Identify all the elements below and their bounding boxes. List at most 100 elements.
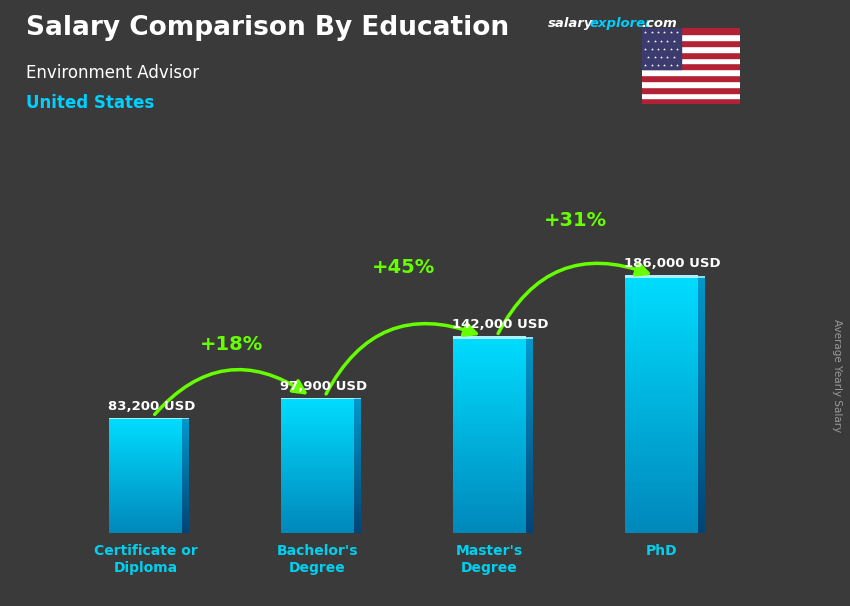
Bar bbox=[281, 436, 354, 438]
Bar bbox=[525, 395, 533, 397]
Bar bbox=[454, 385, 525, 387]
Bar bbox=[110, 476, 182, 478]
Bar bbox=[182, 431, 189, 432]
Bar bbox=[626, 301, 698, 304]
Bar bbox=[698, 336, 705, 339]
Bar bbox=[698, 282, 705, 285]
Bar bbox=[354, 493, 361, 494]
Bar bbox=[354, 450, 361, 451]
Bar bbox=[182, 448, 189, 449]
Bar bbox=[354, 522, 361, 523]
Bar bbox=[454, 509, 525, 511]
Bar bbox=[281, 525, 354, 527]
Bar bbox=[110, 504, 182, 505]
Bar bbox=[182, 481, 189, 482]
Bar bbox=[525, 390, 533, 392]
Bar bbox=[698, 301, 705, 304]
Bar bbox=[110, 510, 182, 512]
Bar bbox=[698, 406, 705, 409]
Bar bbox=[354, 438, 361, 439]
Bar bbox=[698, 345, 705, 348]
Bar bbox=[182, 499, 189, 501]
Bar bbox=[454, 387, 525, 390]
Bar bbox=[354, 398, 361, 399]
Bar bbox=[525, 387, 533, 390]
Bar bbox=[110, 496, 182, 498]
Bar bbox=[182, 488, 189, 489]
Bar bbox=[525, 463, 533, 465]
Bar bbox=[110, 419, 182, 421]
Bar bbox=[698, 485, 705, 488]
Bar bbox=[182, 466, 189, 468]
Text: 97,900 USD: 97,900 USD bbox=[280, 379, 367, 393]
Bar bbox=[354, 451, 361, 453]
Bar bbox=[281, 418, 354, 419]
Bar bbox=[454, 368, 525, 370]
Bar bbox=[354, 516, 361, 518]
Bar bbox=[626, 524, 698, 527]
Bar bbox=[626, 416, 698, 419]
Bar bbox=[454, 463, 525, 465]
Bar bbox=[698, 454, 705, 457]
Bar bbox=[182, 455, 189, 456]
Bar bbox=[642, 28, 740, 35]
Bar bbox=[626, 530, 698, 533]
Bar bbox=[454, 504, 525, 507]
Bar bbox=[626, 470, 698, 473]
Bar bbox=[354, 474, 361, 476]
Bar bbox=[182, 521, 189, 522]
Bar bbox=[182, 504, 189, 505]
Bar bbox=[698, 447, 705, 450]
Bar bbox=[698, 508, 705, 511]
Bar bbox=[698, 450, 705, 454]
Bar bbox=[110, 449, 182, 451]
Bar bbox=[354, 523, 361, 525]
Bar bbox=[626, 361, 698, 364]
Bar bbox=[281, 466, 354, 468]
Bar bbox=[525, 448, 533, 451]
Bar bbox=[281, 409, 354, 411]
Bar bbox=[110, 418, 182, 419]
Bar bbox=[525, 428, 533, 431]
Bar bbox=[642, 69, 740, 75]
Bar bbox=[110, 433, 182, 435]
Bar bbox=[281, 459, 354, 461]
Bar bbox=[354, 481, 361, 483]
Bar bbox=[525, 468, 533, 470]
Bar bbox=[354, 433, 361, 435]
Bar bbox=[525, 378, 533, 380]
Bar bbox=[454, 436, 525, 438]
Bar bbox=[698, 457, 705, 460]
Bar bbox=[454, 411, 525, 414]
Bar bbox=[698, 460, 705, 463]
Bar bbox=[626, 333, 698, 336]
Bar bbox=[281, 530, 354, 531]
Bar bbox=[525, 358, 533, 361]
Bar bbox=[525, 407, 533, 409]
Bar bbox=[354, 488, 361, 490]
Bar bbox=[525, 485, 533, 487]
Bar bbox=[454, 339, 525, 341]
Bar bbox=[698, 467, 705, 470]
Bar bbox=[354, 459, 361, 461]
Bar bbox=[354, 527, 361, 528]
Bar bbox=[698, 495, 705, 498]
Bar bbox=[626, 384, 698, 387]
Bar bbox=[354, 501, 361, 503]
Bar bbox=[525, 456, 533, 458]
Bar bbox=[454, 468, 525, 470]
Bar bbox=[626, 492, 698, 495]
Bar bbox=[182, 436, 189, 438]
Bar bbox=[281, 404, 354, 406]
Bar bbox=[182, 502, 189, 504]
Bar bbox=[525, 392, 533, 395]
Bar bbox=[454, 375, 525, 378]
Bar bbox=[182, 422, 189, 424]
Text: 83,200 USD: 83,200 USD bbox=[108, 400, 196, 413]
Text: Salary Comparison By Education: Salary Comparison By Education bbox=[26, 15, 508, 41]
Bar bbox=[454, 404, 525, 407]
Bar bbox=[454, 428, 525, 431]
Bar bbox=[110, 425, 182, 427]
Bar bbox=[698, 313, 705, 317]
Bar bbox=[281, 511, 354, 513]
